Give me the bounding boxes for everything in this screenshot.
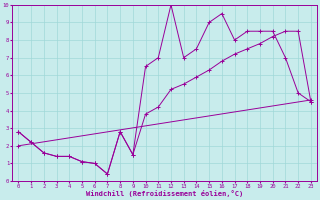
X-axis label: Windchill (Refroidissement éolien,°C): Windchill (Refroidissement éolien,°C) <box>86 190 243 197</box>
